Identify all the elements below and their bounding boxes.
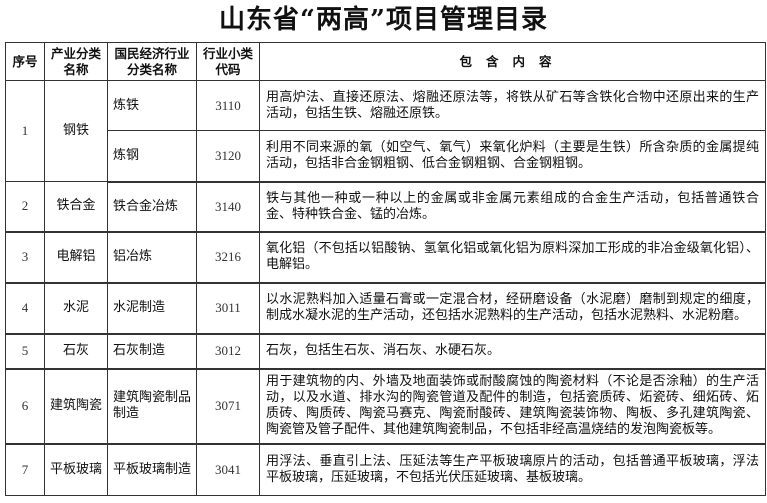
row-code: 3011	[196, 282, 260, 335]
table-row: 6 建筑陶瓷 建筑陶瓷制品制造 3071 用于建筑物的内、外墙及地面装饰或耐酸腐…	[5, 368, 766, 445]
table-row: 7 平板玻璃 平板玻璃制造 3041 用浮法、垂直引上法、压延法等生产平板玻璃原…	[5, 443, 766, 496]
table-row: 1 钢铁 炼铁 3110 用高炉法、直接还原法、熔融还原法等，将铁从矿石等含铁化…	[5, 80, 766, 182]
row-content: 用于建筑物的内、外墙及地面装饰或耐酸腐蚀的陶瓷材料（不论是否涂釉）的生产活动，以…	[259, 368, 766, 445]
row-no: 3	[5, 231, 45, 284]
row-content: 铁与其他一种或一种以上的金属或非金属元素组成的合金生产活动，包括普通铁合金、特种…	[259, 181, 766, 233]
table-row: 4 水泥 水泥制造 3011 以水泥熟料加入适量石膏或一定混合材，经研磨设备（水…	[5, 282, 766, 335]
row-industry: 铁合金	[44, 181, 108, 233]
row-no: 7	[5, 443, 45, 496]
row-class-name: 炼铁	[107, 80, 197, 131]
row-content: 用浮法、垂直引上法、压延法等生产平板玻璃原片的活动，包括普通平板玻璃，浮法平板玻…	[259, 443, 766, 496]
row-class-name: 建筑陶瓷制品制造	[107, 368, 197, 445]
table-row: 5 石灰 石灰制造 3012 石灰，包括生石灰、消石灰、水硬石灰。	[5, 333, 766, 370]
row-no: 2	[5, 181, 45, 233]
row-code: 3012	[196, 333, 260, 370]
row-content: 用高炉法、直接还原法、熔融还原法等，将铁从矿石等含铁化合物中还原出来的生产活动，…	[259, 80, 766, 131]
row-code: 3140	[196, 181, 260, 233]
row-industry: 石灰	[44, 333, 108, 370]
row-no: 1	[5, 80, 45, 182]
table-row: 2 铁合金 铁合金冶炼 3140 铁与其他一种或一种以上的金属或非金属元素组成的…	[5, 181, 766, 233]
row-industry: 水泥	[44, 282, 108, 335]
table-header-row: 序号 产业分类名称 国民经济行业分类名称 行业小类代码 包含内容	[5, 42, 766, 81]
row-class-name: 炼钢	[107, 130, 197, 183]
row-no: 4	[5, 282, 45, 335]
table-row: 3 电解铝 铝冶炼 3216 氧化铝（不包括以铝酸钠、氢氧化铝或氧化铝为原料深加…	[5, 231, 766, 284]
row-code: 3041	[196, 443, 260, 496]
row-class-name: 石灰制造	[107, 333, 197, 370]
row-class-name: 平板玻璃制造	[107, 443, 197, 496]
row-content: 利用不同来源的氧（如空气、氧气）来氧化炉料（主要是生铁）所含杂质的金属提纯活动，…	[259, 130, 766, 183]
row-code: 3216	[196, 231, 260, 284]
row-industry: 电解铝	[44, 231, 108, 284]
row-class-name: 铁合金冶炼	[107, 181, 197, 233]
row-code: 3071	[196, 368, 260, 445]
row-content: 石灰，包括生石灰、消石灰、水硬石灰。	[259, 333, 766, 370]
row-code: 3110	[196, 80, 260, 131]
row-no: 5	[5, 333, 45, 370]
table-row: 炼钢 3120 利用不同来源的氧（如空气、氧气）来氧化炉料（主要是生铁）所含杂质…	[6, 130, 766, 183]
header-content: 包含内容	[259, 42, 766, 81]
header-no: 序号	[5, 42, 45, 81]
header-national-class: 国民经济行业分类名称	[107, 42, 197, 81]
row-class-name: 铝冶炼	[107, 231, 197, 284]
row-content: 氧化铝（不包括以铝酸钠、氢氧化铝或氧化铝为原料深加工形成的非冶金级氧化铝）、电解…	[259, 231, 766, 284]
row-class-name: 水泥制造	[107, 282, 197, 335]
header-industry: 产业分类名称	[44, 42, 108, 81]
row-content: 以水泥熟料加入适量石膏或一定混合材，经研磨设备（水泥磨）磨制到规定的细度，制成水…	[259, 282, 766, 335]
row-no: 6	[5, 368, 45, 445]
row-industry: 钢铁	[44, 80, 108, 182]
row-industry: 平板玻璃	[44, 443, 108, 496]
document-title: 山东省“两高”项目管理目录	[219, 5, 548, 35]
header-code: 行业小类代码	[196, 42, 260, 81]
project-catalog-table: 序号 产业分类名称 国民经济行业分类名称 行业小类代码 包含内容 1 钢铁 炼铁…	[5, 42, 766, 496]
row-industry: 建筑陶瓷	[44, 368, 108, 445]
row-code: 3120	[196, 130, 260, 183]
